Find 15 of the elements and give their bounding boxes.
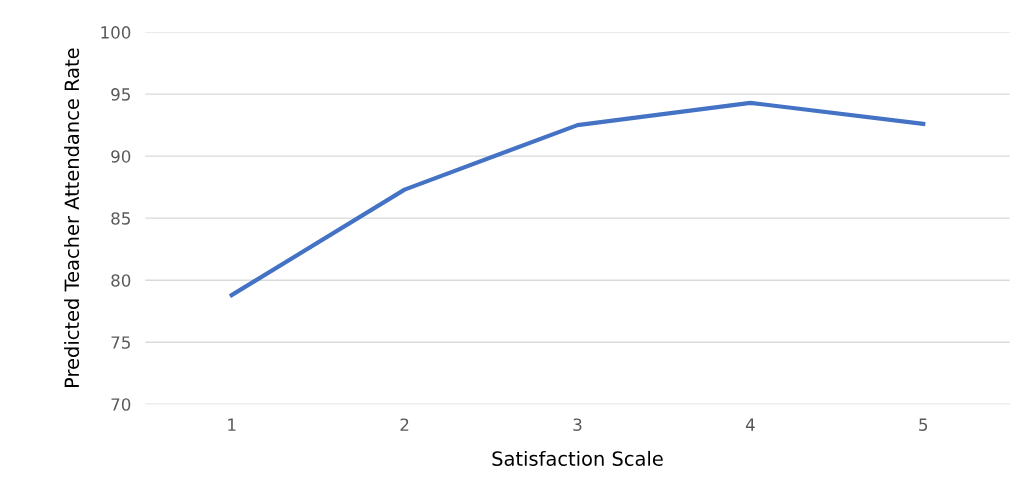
x-tick-label: 5 bbox=[919, 418, 928, 431]
x-tick-label: 1 bbox=[228, 418, 236, 431]
x-axis-title: Satisfaction Scale bbox=[492, 450, 663, 466]
y-tick-label: 100 bbox=[101, 26, 131, 39]
y-tick-label: 90 bbox=[111, 150, 131, 163]
x-tick-label: 3 bbox=[573, 418, 582, 431]
y-tick-label: 85 bbox=[111, 212, 130, 225]
x-tick-label: 4 bbox=[745, 418, 755, 431]
line-series bbox=[229, 100, 926, 298]
y-tick-label: 75 bbox=[111, 336, 130, 349]
y-tick-label: 95 bbox=[111, 88, 130, 101]
y-tick-label: 70 bbox=[111, 398, 131, 411]
y-tick-label: 80 bbox=[111, 274, 131, 287]
x-tick-label: 2 bbox=[400, 418, 409, 431]
y-axis-title: Predicted Teacher Attendance Rate bbox=[64, 48, 80, 388]
